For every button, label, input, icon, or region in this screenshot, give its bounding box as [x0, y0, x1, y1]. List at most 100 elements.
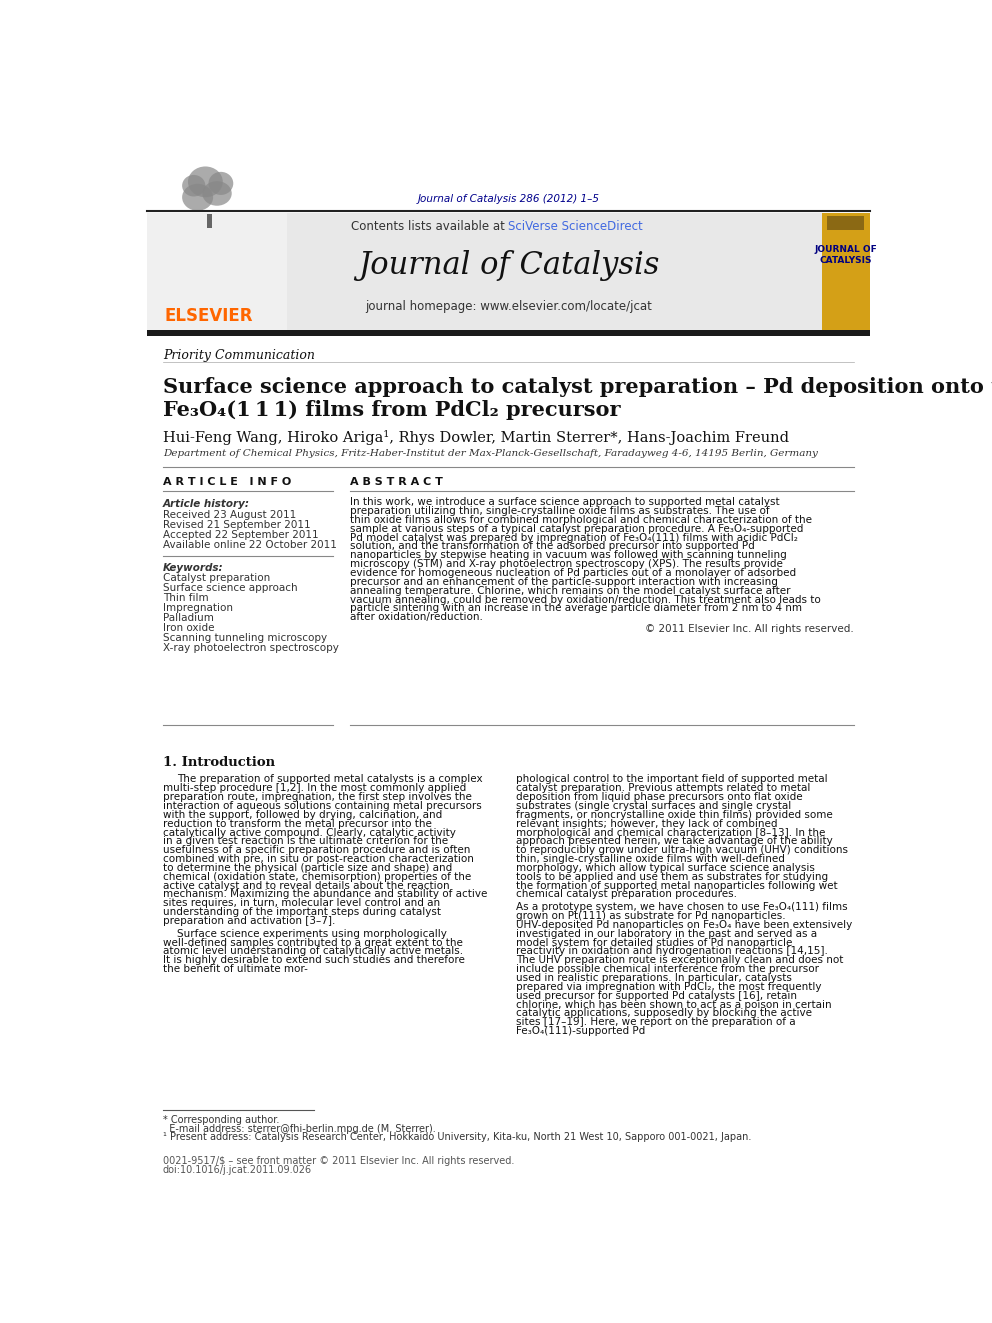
- Text: atomic level understanding of catalytically active metals.: atomic level understanding of catalytica…: [163, 946, 463, 957]
- Text: reduction to transform the metal precursor into the: reduction to transform the metal precurs…: [163, 819, 432, 828]
- Text: chemical catalyst preparation procedures.: chemical catalyst preparation procedures…: [516, 889, 737, 900]
- Text: understanding of the important steps during catalyst: understanding of the important steps dur…: [163, 908, 440, 917]
- Text: doi:10.1016/j.jcat.2011.09.026: doi:10.1016/j.jcat.2011.09.026: [163, 1164, 311, 1175]
- Text: phological control to the important field of supported metal: phological control to the important fiel…: [516, 774, 827, 785]
- Text: morphological and chemical characterization [8–13]. In the: morphological and chemical characterizat…: [516, 827, 825, 837]
- Text: Keywords:: Keywords:: [163, 562, 223, 573]
- Bar: [207, 214, 211, 228]
- Text: X-ray photoelectron spectroscopy: X-ray photoelectron spectroscopy: [163, 643, 338, 654]
- Text: Priority Communication: Priority Communication: [163, 348, 314, 361]
- Text: journal homepage: www.elsevier.com/locate/jcat: journal homepage: www.elsevier.com/locat…: [365, 300, 652, 314]
- Text: chemical (oxidation state, chemisorption) properties of the: chemical (oxidation state, chemisorption…: [163, 872, 471, 882]
- Text: used precursor for supported Pd catalysts [16], retain: used precursor for supported Pd catalyst…: [516, 991, 798, 1000]
- Text: The UHV preparation route is exceptionally clean and does not: The UHV preparation route is exceptional…: [516, 955, 843, 966]
- Text: Pd model catalyst was prepared by impregnation of Fe₃O₄(111) films with acidic P: Pd model catalyst was prepared by impreg…: [350, 533, 799, 542]
- Text: SciVerse ScienceDirect: SciVerse ScienceDirect: [509, 220, 643, 233]
- Text: It is highly desirable to extend such studies and therefore: It is highly desirable to extend such st…: [163, 955, 464, 966]
- Text: nanoparticles by stepwise heating in vacuum was followed with scanning tunneling: nanoparticles by stepwise heating in vac…: [350, 550, 787, 561]
- Ellipse shape: [208, 172, 233, 194]
- Bar: [147, 329, 870, 336]
- Text: usefulness of a specific preparation procedure and is often: usefulness of a specific preparation pro…: [163, 845, 470, 855]
- Text: solution, and the transformation of the adsorbed precursor into supported Pd: solution, and the transformation of the …: [350, 541, 755, 552]
- Text: 1. Introduction: 1. Introduction: [163, 755, 275, 769]
- Text: thin, single-crystalline oxide films with well-defined: thin, single-crystalline oxide films wit…: [516, 855, 785, 864]
- Text: with the support, followed by drying, calcination, and: with the support, followed by drying, ca…: [163, 810, 442, 820]
- Text: chlorine, which has been shown to act as a poison in certain: chlorine, which has been shown to act as…: [516, 1000, 831, 1009]
- Text: A B S T R A C T: A B S T R A C T: [350, 478, 443, 487]
- Text: Surface science approach: Surface science approach: [163, 583, 298, 594]
- Text: approach presented herein, we take advantage of the ability: approach presented herein, we take advan…: [516, 836, 833, 847]
- Text: Department of Chemical Physics, Fritz-Haber-Institut der Max-Planck-Gesellschaft: Department of Chemical Physics, Fritz-Ha…: [163, 450, 817, 458]
- Text: catalyst preparation. Previous attempts related to metal: catalyst preparation. Previous attempts …: [516, 783, 810, 794]
- Text: the formation of supported metal nanoparticles following wet: the formation of supported metal nanopar…: [516, 881, 838, 890]
- Text: particle sintering with an increase in the average particle diameter from 2 nm t: particle sintering with an increase in t…: [350, 603, 803, 614]
- Text: catalytically active compound. Clearly, catalytic activity: catalytically active compound. Clearly, …: [163, 827, 455, 837]
- Text: As a prototype system, we have chosen to use Fe₃O₄(111) films: As a prototype system, we have chosen to…: [516, 902, 848, 912]
- Text: after oxidation/reduction.: after oxidation/reduction.: [350, 613, 483, 622]
- Text: microscopy (STM) and X-ray photoelectron spectroscopy (XPS). The results provide: microscopy (STM) and X-ray photoelectron…: [350, 560, 783, 569]
- Text: Hui-Feng Wang, Hiroko Ariga¹, Rhys Dowler, Martin Sterrer*, Hans-Joachim Freund: Hui-Feng Wang, Hiroko Ariga¹, Rhys Dowle…: [163, 430, 789, 445]
- Text: thin oxide films allows for combined morphological and chemical characterization: thin oxide films allows for combined mor…: [350, 515, 812, 525]
- Text: Fe₃O₄(111)-supported Pd: Fe₃O₄(111)-supported Pd: [516, 1027, 646, 1036]
- Text: * Corresponding author.: * Corresponding author.: [163, 1115, 279, 1126]
- Text: active catalyst and to reveal details about the reaction: active catalyst and to reveal details ab…: [163, 881, 449, 890]
- Ellipse shape: [202, 181, 232, 206]
- Text: Impregnation: Impregnation: [163, 603, 233, 614]
- Text: the benefit of ultimate mor-: the benefit of ultimate mor-: [163, 964, 308, 974]
- Text: prepared via impregnation with PdCl₂, the most frequently: prepared via impregnation with PdCl₂, th…: [516, 982, 821, 992]
- Text: interaction of aqueous solutions containing metal precursors: interaction of aqueous solutions contain…: [163, 800, 481, 811]
- Text: Available online 22 October 2011: Available online 22 October 2011: [163, 540, 336, 549]
- Text: Accepted 22 September 2011: Accepted 22 September 2011: [163, 529, 318, 540]
- Text: sites requires, in turn, molecular level control and an: sites requires, in turn, molecular level…: [163, 898, 439, 909]
- Text: used in realistic preparations. In particular, catalysts: used in realistic preparations. In parti…: [516, 972, 792, 983]
- Text: 0021-9517/$ – see front matter © 2011 Elsevier Inc. All rights reserved.: 0021-9517/$ – see front matter © 2011 El…: [163, 1156, 514, 1167]
- Text: fragments, or noncrystalline oxide thin films) provided some: fragments, or noncrystalline oxide thin …: [516, 810, 833, 820]
- Text: © 2011 Elsevier Inc. All rights reserved.: © 2011 Elsevier Inc. All rights reserved…: [646, 624, 854, 634]
- Text: preparation and activation [3–7].: preparation and activation [3–7].: [163, 916, 335, 926]
- Text: Journal of Catalysis: Journal of Catalysis: [358, 250, 659, 280]
- Text: Received 23 August 2011: Received 23 August 2011: [163, 509, 296, 520]
- Text: investigated in our laboratory in the past and served as a: investigated in our laboratory in the pa…: [516, 929, 817, 939]
- Text: In this work, we introduce a surface science approach to supported metal catalys: In this work, we introduce a surface sci…: [350, 497, 780, 507]
- Text: combined with pre, in situ or post-reaction characterization: combined with pre, in situ or post-react…: [163, 855, 473, 864]
- Text: mechanism. Maximizing the abundance and stability of active: mechanism. Maximizing the abundance and …: [163, 889, 487, 900]
- Text: Thin film: Thin film: [163, 594, 208, 603]
- Text: Scanning tunneling microscopy: Scanning tunneling microscopy: [163, 634, 327, 643]
- Text: reactivity in oxidation and hydrogenation reactions [14,15].: reactivity in oxidation and hydrogenatio…: [516, 946, 828, 957]
- Text: E-mail address: sterrer@fhi-berlin.mpg.de (M. Sterrer).: E-mail address: sterrer@fhi-berlin.mpg.d…: [163, 1125, 435, 1134]
- Text: sites [17–19]. Here, we report on the preparation of a: sites [17–19]. Here, we report on the pr…: [516, 1017, 796, 1028]
- Text: ELSEVIER: ELSEVIER: [165, 307, 254, 325]
- Text: Catalyst preparation: Catalyst preparation: [163, 573, 270, 583]
- Bar: [287, 213, 821, 329]
- Text: deposition from liquid phase precursors onto flat oxide: deposition from liquid phase precursors …: [516, 792, 803, 802]
- Text: Journal of Catalysis 286 (2012) 1–5: Journal of Catalysis 286 (2012) 1–5: [418, 193, 599, 204]
- Text: morphology, which allow typical surface science analysis: morphology, which allow typical surface …: [516, 863, 815, 873]
- Text: substrates (single crystal surfaces and single crystal: substrates (single crystal surfaces and …: [516, 800, 792, 811]
- Text: JOURNAL OF
CATALYSIS: JOURNAL OF CATALYSIS: [814, 245, 877, 265]
- Text: annealing temperature. Chlorine, which remains on the model catalyst surface aft: annealing temperature. Chlorine, which r…: [350, 586, 791, 595]
- Bar: [147, 213, 287, 329]
- Text: to determine the physical (particle size and shape) and: to determine the physical (particle size…: [163, 863, 452, 873]
- Text: Article history:: Article history:: [163, 499, 250, 509]
- Text: Palladium: Palladium: [163, 614, 213, 623]
- Text: in a given test reaction is the ultimate criterion for the: in a given test reaction is the ultimate…: [163, 836, 447, 847]
- Bar: [827, 216, 864, 230]
- Text: ¹ Present address: Catalysis Research Center, Hokkaido University, Kita-ku, Nort: ¹ Present address: Catalysis Research Ce…: [163, 1132, 751, 1143]
- Text: multi-step procedure [1,2]. In the most commonly applied: multi-step procedure [1,2]. In the most …: [163, 783, 466, 794]
- Ellipse shape: [187, 167, 223, 197]
- Text: A R T I C L E   I N F O: A R T I C L E I N F O: [163, 478, 291, 487]
- Text: to reproducibly grow under ultra-high vacuum (UHV) conditions: to reproducibly grow under ultra-high va…: [516, 845, 848, 855]
- Ellipse shape: [183, 184, 213, 210]
- Text: sample at various steps of a typical catalyst preparation procedure. A Fe₃O₄-sup: sample at various steps of a typical cat…: [350, 524, 804, 533]
- Text: well-defined samples contributed to a great extent to the: well-defined samples contributed to a gr…: [163, 938, 462, 947]
- Text: catalytic applications, supposedly by blocking the active: catalytic applications, supposedly by bl…: [516, 1008, 812, 1019]
- Text: Fe₃O₄(1 1 1) films from PdCl₂ precursor: Fe₃O₄(1 1 1) films from PdCl₂ precursor: [163, 400, 620, 419]
- Text: grown on Pt(111) as substrate for Pd nanoparticles.: grown on Pt(111) as substrate for Pd nan…: [516, 912, 786, 921]
- Text: preparation utilizing thin, single-crystalline oxide films as substrates. The us: preparation utilizing thin, single-cryst…: [350, 505, 770, 516]
- Text: tools to be applied and use them as substrates for studying: tools to be applied and use them as subs…: [516, 872, 828, 882]
- Text: Surface science approach to catalyst preparation – Pd deposition onto thin: Surface science approach to catalyst pre…: [163, 377, 992, 397]
- Text: include possible chemical interference from the precursor: include possible chemical interference f…: [516, 964, 819, 974]
- Text: precursor and an enhancement of the particle-support interaction with increasing: precursor and an enhancement of the part…: [350, 577, 778, 587]
- Text: Surface science experiments using morphologically: Surface science experiments using morpho…: [177, 929, 446, 939]
- Text: model system for detailed studies of Pd nanoparticle: model system for detailed studies of Pd …: [516, 938, 793, 947]
